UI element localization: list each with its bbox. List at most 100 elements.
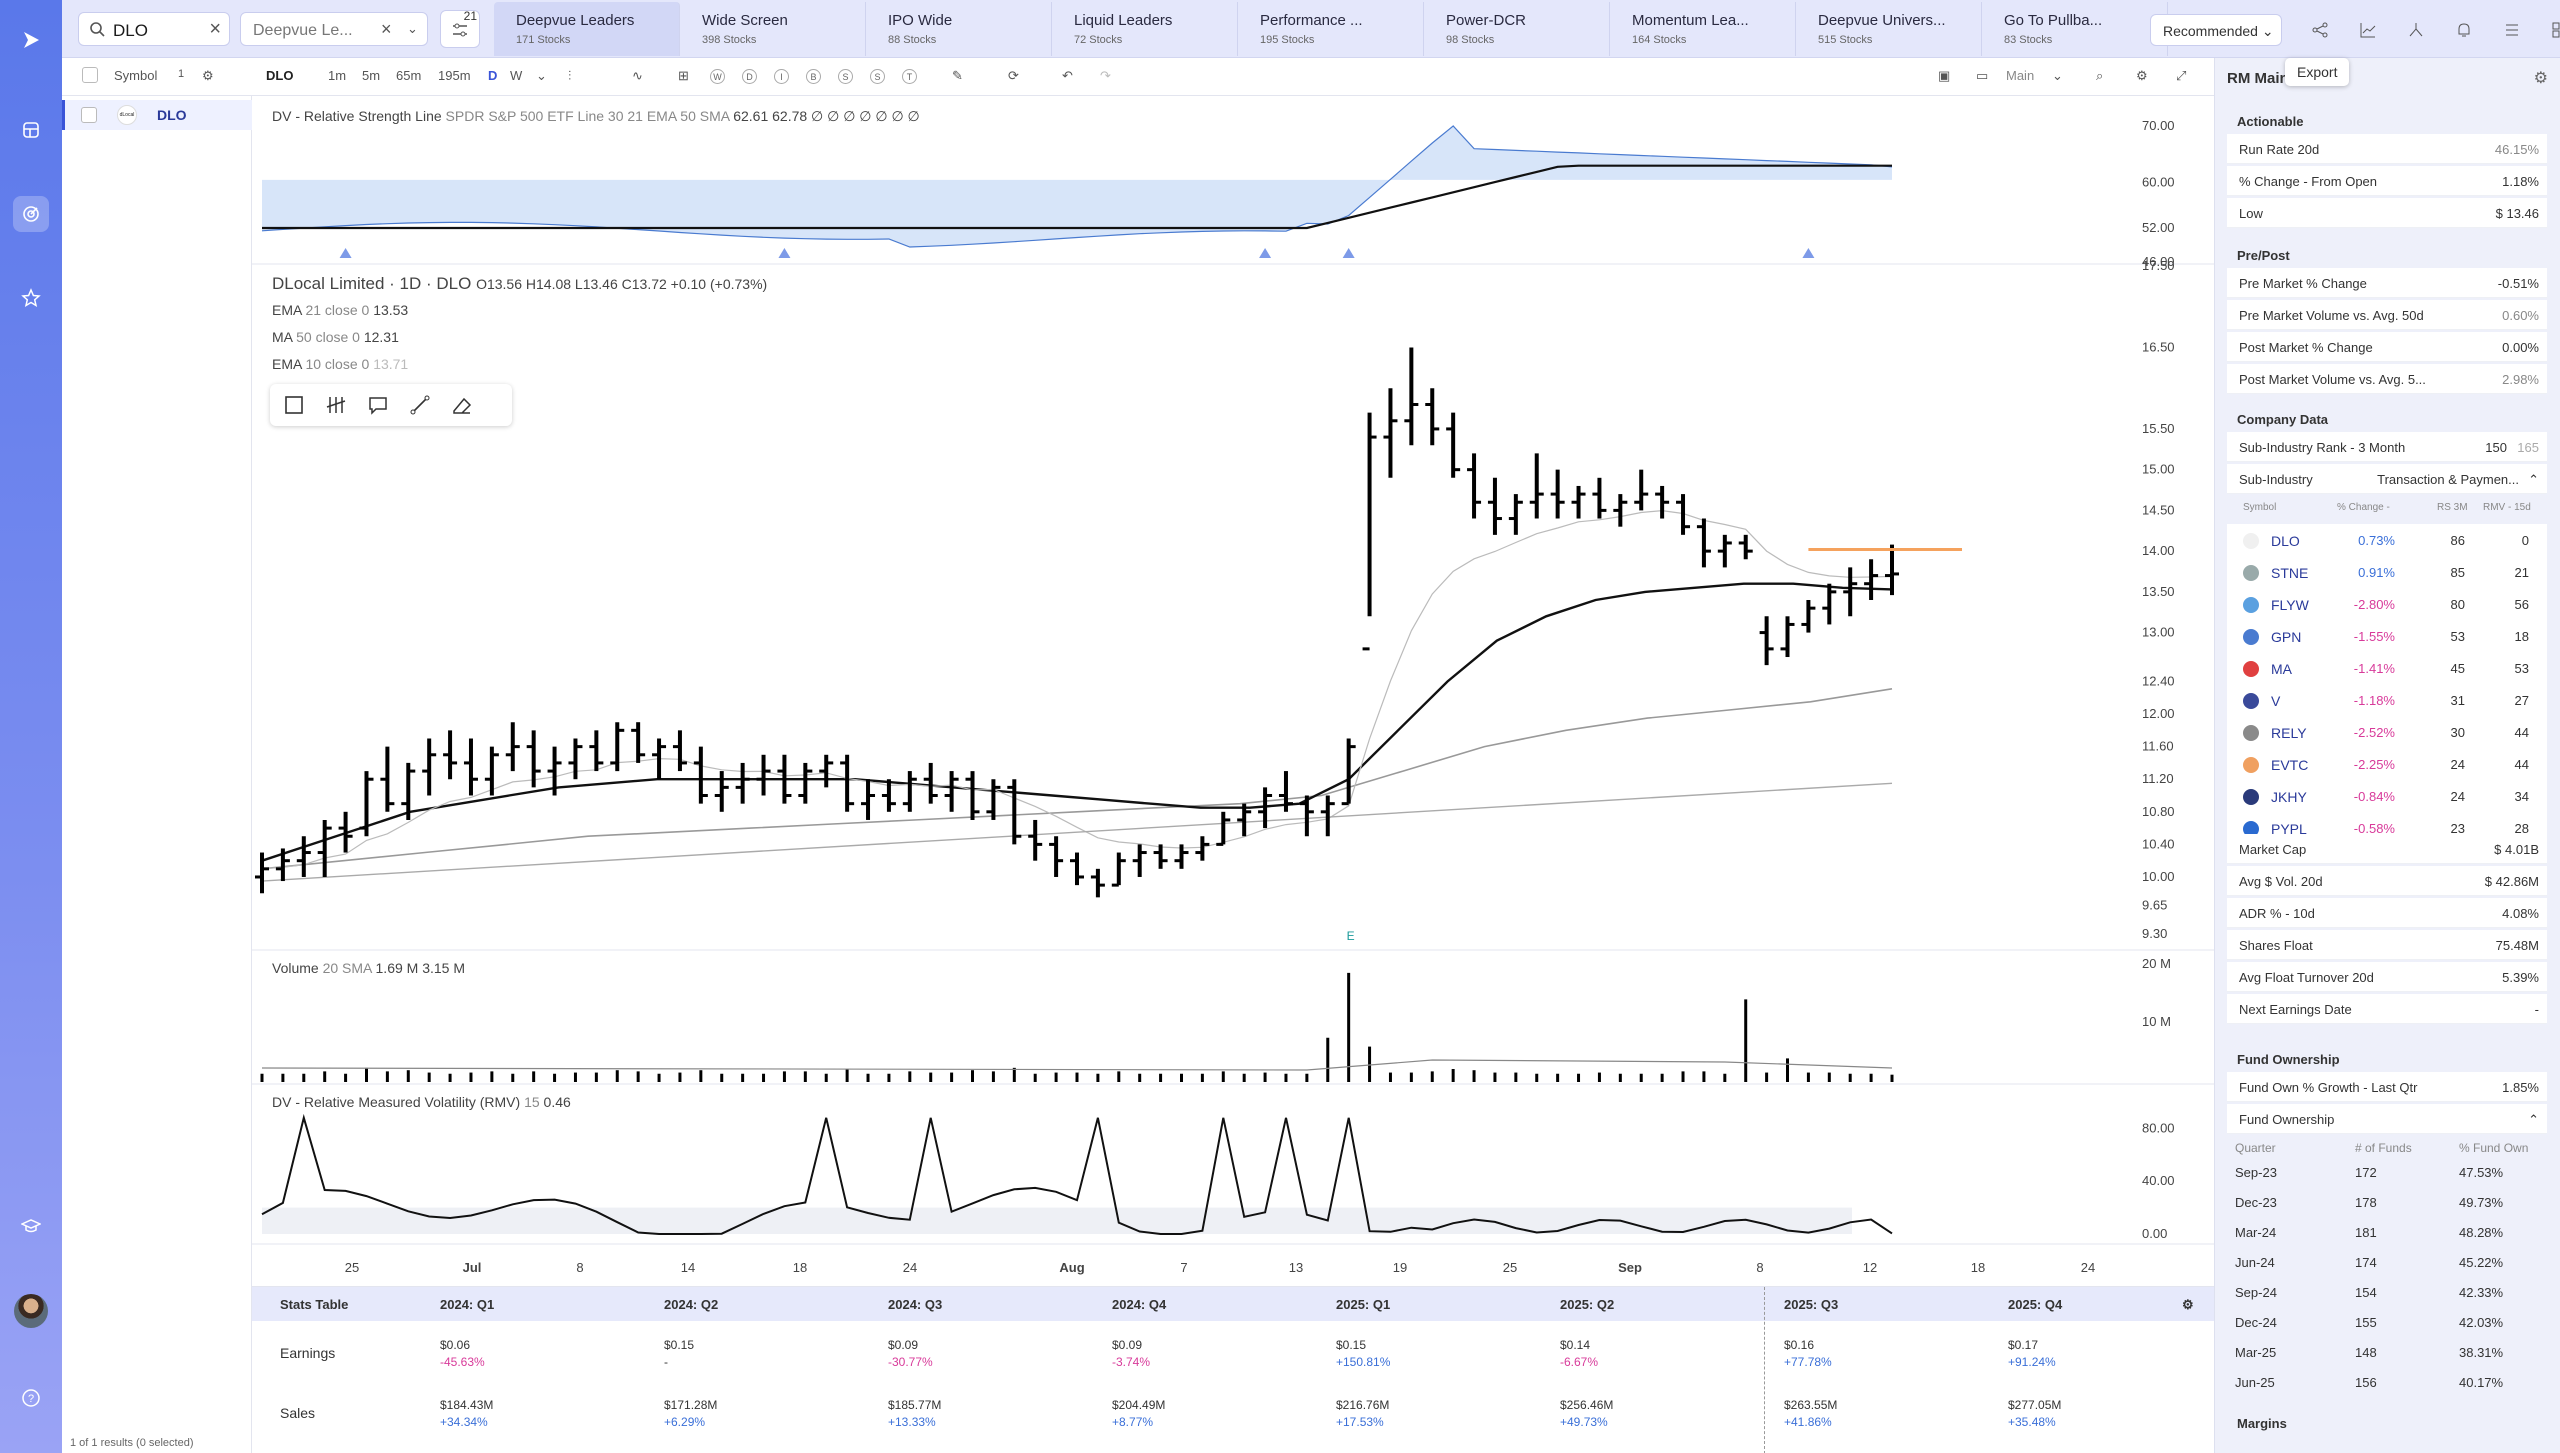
filter-button[interactable]: 21 (440, 9, 480, 48)
recommended-dropdown[interactable]: Recommended ⌄ (2150, 14, 2282, 46)
grid-icon[interactable] (2542, 14, 2560, 46)
peer-row[interactable]: DLO 0.73% 86 0 (2227, 524, 2547, 556)
folder-icon[interactable]: ▭ (1976, 68, 1989, 83)
peer-symbol: DLO (2271, 533, 2300, 549)
peer-rs: 45 (2450, 661, 2465, 676)
interval-195m[interactable]: 195m (438, 68, 471, 83)
pencil-icon[interactable]: ✎ (952, 68, 963, 83)
line-chart-icon[interactable] (2350, 14, 2386, 46)
indicator-badge[interactable]: S (838, 69, 853, 84)
peer-symbol: GPN (2271, 629, 2302, 645)
chevron-up-icon[interactable]: ⌃ (2528, 472, 2539, 487)
symbol-column-header[interactable]: Symbol (114, 68, 158, 83)
price-chart-svg[interactable]: E70.0060.0052.0046.0017.5016.5015.5015.0… (252, 96, 2214, 1286)
user-avatar[interactable] (14, 1294, 48, 1328)
peer-row[interactable]: RELY -2.52% 30 44 (2227, 716, 2547, 748)
indicator-badge[interactable]: B (806, 69, 821, 84)
help-nav-icon[interactable]: ? (13, 1380, 49, 1416)
indicator-badge[interactable]: T (902, 69, 917, 84)
screen-tab[interactable]: Momentum Lea... 164 Stocks (1610, 2, 1796, 56)
earnings-value: $0.15 (1336, 1338, 1367, 1352)
fib-tool-icon[interactable] (324, 393, 348, 417)
watchlist-select-value: Deepvue Le... (253, 22, 353, 39)
layout-name[interactable]: Main (2006, 68, 2035, 83)
indicator-badge[interactable]: W (710, 69, 725, 84)
interval-5m[interactable]: 5m (362, 68, 381, 83)
fund-pct: 49.73% (2459, 1195, 2504, 1210)
gear-icon[interactable]: ⚙ (2182, 1297, 2194, 1312)
price-axis-label: 10.40 (2142, 836, 2175, 851)
settings-icon[interactable]: ⚙ (2136, 68, 2148, 83)
chart-area[interactable]: E 70.00 60.00 52.00 46.00 17.50 16.50 15.50 15.0… (252, 96, 2214, 1286)
screen-tab[interactable]: Deepvue Leaders 171 Stocks (494, 2, 680, 56)
screen-tab[interactable]: Go To Pullba... 83 Stocks (1982, 2, 2168, 56)
row-checkbox[interactable] (81, 107, 97, 123)
watchlist-nav-icon[interactable] (13, 112, 49, 148)
list-icon[interactable] (2494, 14, 2530, 46)
indicator-badge[interactable]: D (742, 69, 757, 84)
symbol-search-input[interactable]: DLO × (78, 12, 230, 46)
learning-nav-icon[interactable] (13, 1208, 49, 1244)
layout-icon[interactable]: ▣ (1938, 68, 1951, 83)
screen-tab[interactable]: Deepvue Univers... 515 Stocks (1796, 2, 1982, 56)
peer-row[interactable]: STNE 0.91% 85 21 (2227, 556, 2547, 588)
fund-count: 154 (2355, 1285, 2377, 1300)
share-icon[interactable] (2302, 14, 2338, 46)
rectangle-tool-icon[interactable] (282, 393, 306, 417)
eraser-tool-icon[interactable] (450, 393, 474, 417)
subindustry-row[interactable]: Sub-Industry Transaction & Paymen... ⌃ (2227, 464, 2547, 494)
indicator-badge[interactable]: S (870, 69, 885, 84)
undo-icon[interactable]: ↶ (1062, 68, 1073, 83)
peer-row[interactable]: V -1.18% 31 27 (2227, 684, 2547, 716)
gear-icon[interactable]: ⚙ (2533, 70, 2548, 87)
select-all-checkbox[interactable] (82, 67, 98, 83)
peer-rs: 86 (2450, 533, 2465, 548)
chevron-down-icon[interactable]: ⌄ (536, 68, 547, 83)
chevron-up-icon[interactable]: ⌃ (2528, 1112, 2539, 1127)
gear-icon[interactable]: ⚙ (202, 68, 214, 83)
peer-row[interactable]: EVTC -2.25% 24 44 (2227, 748, 2547, 780)
clear-watchlist-icon[interactable]: × (381, 19, 392, 39)
screen-tab[interactable]: Performance ... 195 Stocks (1238, 2, 1424, 56)
screen-tab[interactable]: Liquid Leaders 72 Stocks (1052, 2, 1238, 56)
interval-1m[interactable]: 1m (328, 68, 347, 83)
peer-row[interactable]: GPN -1.55% 53 18 (2227, 620, 2547, 652)
favorites-nav-icon[interactable] (13, 280, 49, 316)
period-daily[interactable]: D (488, 68, 498, 83)
screen-tab[interactable]: Power-DCR 98 Stocks (1424, 2, 1610, 56)
screen-tab[interactable]: IPO Wide 88 Stocks (866, 2, 1052, 56)
indicators-icon[interactable]: ∿ (632, 68, 643, 83)
fund-row: Sep-24 154 42.33% (2227, 1280, 2547, 1304)
refresh-icon[interactable]: ⟳ (1008, 68, 1019, 83)
watchlist-row[interactable]: dLocal DLO (62, 100, 252, 130)
chevron-down-icon[interactable]: ⌄ (407, 21, 418, 36)
price-axis-label: 11.60 (2142, 739, 2174, 754)
bar-style-icon[interactable]: ⫶ (568, 68, 572, 83)
earnings-change: +91.24% (2008, 1355, 2056, 1369)
period-weekly[interactable]: W (510, 68, 523, 83)
ticker-label[interactable]: DLO (266, 68, 294, 83)
chevron-down-icon[interactable]: ⌄ (2052, 68, 2063, 83)
templates-icon[interactable]: ⊞ (678, 68, 689, 83)
comment-tool-icon[interactable] (366, 393, 390, 417)
trendline-tool-icon[interactable] (408, 393, 432, 417)
price-axis-label: 14.00 (2142, 543, 2175, 558)
fullscreen-icon[interactable]: ⤢ (2176, 68, 2187, 83)
app-logo-icon[interactable] (13, 22, 49, 58)
bell-icon[interactable] (2446, 14, 2482, 46)
peer-change: -2.25% (2353, 757, 2395, 772)
redo-icon[interactable]: ↷ (1100, 68, 1111, 83)
screen-tab[interactable]: Wide Screen 398 Stocks (680, 2, 866, 56)
peer-row[interactable]: MA -1.41% 45 53 (2227, 652, 2547, 684)
clear-search-icon[interactable]: × (209, 18, 221, 40)
split-icon[interactable] (2398, 14, 2434, 46)
interval-65m[interactable]: 65m (396, 68, 422, 83)
peer-row[interactable]: FLYW -2.80% 80 56 (2227, 588, 2547, 620)
sales-change: +8.77% (1112, 1415, 1154, 1429)
peer-row[interactable]: JKHY -0.84% 24 34 (2227, 780, 2547, 812)
indicator-badge[interactable]: I (774, 69, 789, 84)
fund-ownership-toggle[interactable]: Fund Ownership ⌃ (2227, 1104, 2547, 1134)
screener-nav-icon[interactable] (13, 196, 49, 232)
zoom-icon[interactable]: ⌕ (2096, 68, 2104, 83)
watchlist-select[interactable]: Deepvue Le... × ⌄ (240, 12, 428, 46)
